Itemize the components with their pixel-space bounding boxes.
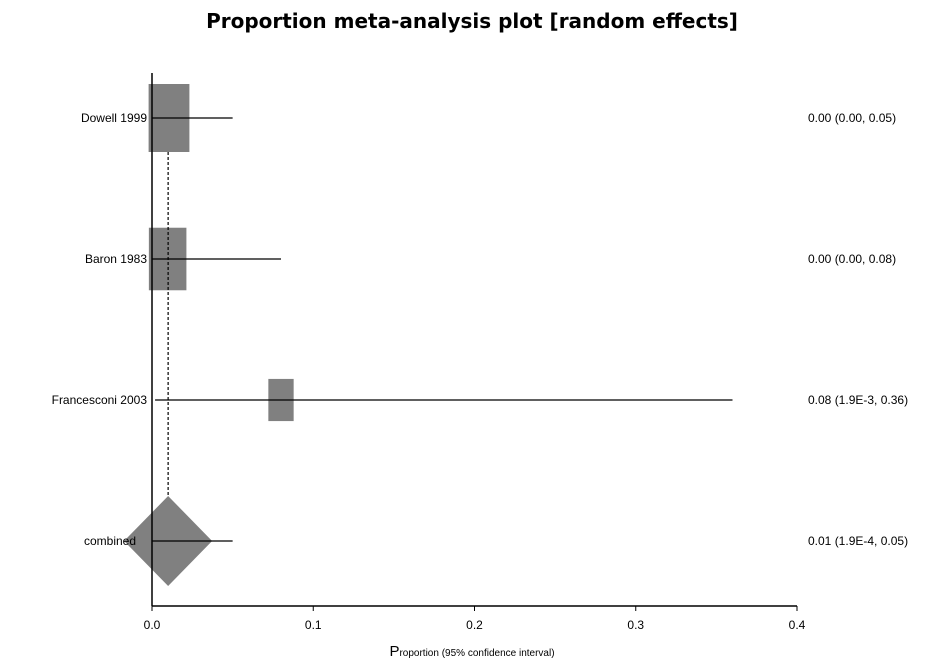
study-label: Baron 1983 bbox=[85, 252, 147, 266]
x-axis-label: Proportion (95% confidence interval) bbox=[389, 643, 554, 660]
study-label: Dowell 1999 bbox=[81, 111, 147, 125]
study-estimate-label: 0.08 (1.9E-3, 0.36) bbox=[808, 393, 908, 407]
combined-estimate-label: 0.01 (1.9E-4, 0.05) bbox=[808, 534, 908, 548]
x-tick-label: 0.2 bbox=[466, 618, 483, 632]
labels: 0.0 0.1 0.2 0.3 0.4 Dowell 1999 0.00 (0.00, 0.… bbox=[52, 111, 908, 632]
x-tick-label: 0.1 bbox=[305, 618, 322, 632]
study-estimate-label: 0.00 (0.00, 0.08) bbox=[808, 252, 896, 266]
x-tick-label: 0.4 bbox=[789, 618, 806, 632]
chart-title: Proportion meta-analysis plot [random ef… bbox=[206, 9, 738, 33]
x-axis-label-sub: (95% confidence interval) bbox=[439, 648, 555, 659]
x-axis-label-main: roportion bbox=[399, 648, 438, 659]
x-tick-label: 0.0 bbox=[144, 618, 161, 632]
x-tick-label: 0.3 bbox=[627, 618, 644, 632]
study-markers bbox=[124, 84, 294, 586]
study-label: Francesconi 2003 bbox=[52, 393, 148, 407]
x-axis-label-initial: P bbox=[389, 643, 399, 660]
study-estimate-label: 0.00 (0.00, 0.05) bbox=[808, 111, 896, 125]
axes bbox=[151, 73, 798, 611]
combined-label: combined bbox=[84, 534, 136, 548]
